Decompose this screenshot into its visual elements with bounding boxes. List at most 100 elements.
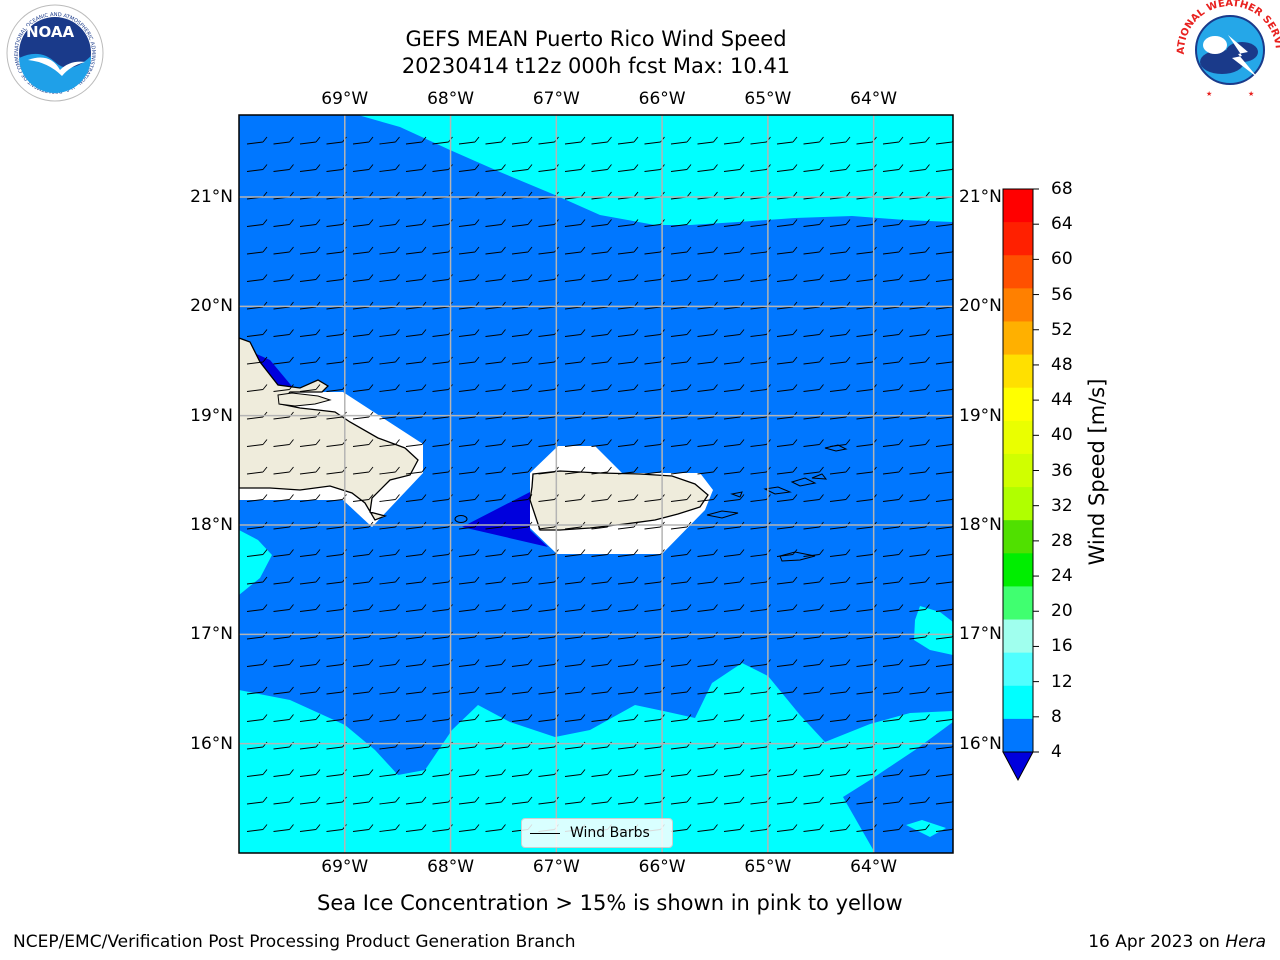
wind-barb: [511, 769, 533, 777]
wind-barb: [829, 274, 851, 282]
wind-barb: [803, 384, 824, 392]
wind-barb: [909, 494, 930, 502]
wind-barb: [458, 164, 480, 172]
wind-barb: [299, 494, 321, 502]
wind-barb: [591, 466, 612, 475]
wind-barb: [591, 714, 612, 722]
wind-barb: [246, 356, 268, 365]
wind-barb: [246, 549, 268, 557]
wind-barb: [617, 439, 639, 447]
wind-barb: [246, 604, 268, 612]
wind-barb: [882, 466, 904, 475]
wind-barb: [909, 384, 930, 392]
wind-barb: [379, 576, 400, 585]
wind-barb: [511, 246, 533, 255]
wind-barb: [723, 439, 745, 447]
wind-fill-8-12-south: [239, 663, 953, 853]
wind-barb: [723, 686, 745, 695]
footer-date-text: 16 Apr 2023 on: [1088, 932, 1226, 952]
wind-barb: [776, 439, 798, 447]
wind-barb: [617, 164, 639, 172]
tick-label: 69°W: [321, 89, 369, 109]
wind-barb: [352, 274, 374, 282]
colorbar-tick-label: 40: [1051, 425, 1073, 446]
wind-barb: [273, 576, 294, 585]
wind-barb: [405, 686, 427, 695]
wind-barb: [829, 714, 851, 722]
wind-barb: [670, 549, 692, 557]
wind-barb: [405, 741, 427, 750]
wind-barb: [379, 494, 400, 502]
wind-barb: [617, 384, 639, 392]
wind-barb: [882, 136, 904, 145]
wind-barb: [803, 466, 824, 475]
wind-barb: [379, 219, 400, 227]
wind-barb: [273, 356, 294, 365]
wind-barb: [405, 714, 427, 722]
wind-barb: [803, 824, 824, 832]
wind-barb: [697, 219, 718, 227]
wind-barb: [591, 604, 612, 612]
colorbar-segment: [1003, 685, 1033, 720]
wind-barb: [352, 164, 374, 172]
wind-barb: [511, 741, 533, 750]
wind-barb: [352, 824, 374, 832]
wind-barb: [352, 604, 374, 612]
wind-barb: [670, 604, 692, 612]
wind-barb: [485, 274, 506, 282]
wind-barb: [299, 384, 321, 392]
wind-barb: [723, 769, 745, 777]
wind-barb: [564, 439, 586, 447]
wind-barb: [803, 136, 824, 145]
wind-barb: [352, 714, 374, 722]
wind-barb: [246, 439, 268, 447]
wind-barb: [246, 466, 268, 475]
puerto-rico-land: [529, 470, 709, 531]
tick-label: 68°W: [427, 89, 475, 109]
wind-barb: [617, 769, 639, 777]
wind-barb: [299, 246, 321, 255]
colorbar-segment: [1003, 619, 1033, 654]
wind-barb: [405, 576, 427, 585]
wind-barb: [352, 329, 374, 337]
wind-barb: [803, 686, 824, 695]
wind-barb: [564, 494, 586, 502]
wind-barb: [829, 796, 851, 805]
wind-barb: [511, 219, 533, 227]
wind-barb: [803, 356, 824, 365]
wind-barb: [829, 604, 851, 612]
wind-barb: [458, 576, 480, 585]
wind-barb: [299, 686, 321, 695]
tick-label: 18°N: [190, 515, 233, 535]
wind-barb: [909, 356, 930, 365]
wind-barb: [511, 466, 533, 475]
colorbar-extend-min: [1002, 751, 1034, 782]
wind-barb: [776, 659, 798, 667]
wind-barb: [776, 549, 798, 557]
wind-barb: [776, 824, 798, 832]
wind-barb: [352, 796, 374, 805]
wind-barb: [670, 356, 692, 365]
wind-barb: [352, 219, 374, 227]
wind-barb: [299, 439, 321, 447]
wind-barb: [405, 219, 427, 227]
wind-barb: [273, 439, 294, 447]
wind-barb: [617, 466, 639, 475]
wind-barb: [485, 164, 506, 172]
wind-barb: [697, 439, 718, 447]
tick-label: 66°W: [638, 89, 686, 109]
wind-barb: [352, 686, 374, 695]
wind-barb: [511, 494, 533, 502]
wind-barb: [882, 274, 904, 282]
wind-barb: [617, 274, 639, 282]
wind-barb: [564, 604, 586, 612]
wind-barb: [511, 274, 533, 282]
wind-barb: [511, 796, 533, 805]
wind-barb: [458, 136, 480, 145]
wind-barb: [776, 384, 798, 392]
wind-barb: [670, 439, 692, 447]
wind-barb: [485, 466, 506, 475]
wind-barb: [273, 136, 294, 145]
wind-barb: [909, 769, 930, 777]
wind-barb: [723, 714, 745, 722]
